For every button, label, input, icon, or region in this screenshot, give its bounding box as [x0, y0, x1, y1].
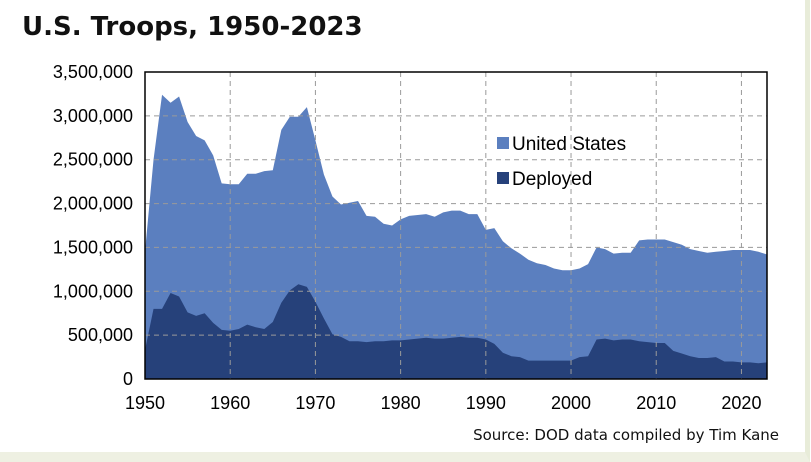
area-deployed	[145, 284, 767, 379]
legend-label-deployed: Deployed	[512, 169, 592, 190]
chart-title: U.S. Troops, 1950-2023	[22, 12, 363, 42]
y-tick-label: 3,000,000	[53, 106, 133, 126]
x-tick-label: 1960	[210, 393, 250, 413]
grid-layer	[145, 72, 767, 379]
legend: United States Deployed	[497, 134, 626, 190]
y-tick-label: 2,000,000	[53, 194, 133, 214]
y-tick-label: 0	[123, 369, 133, 389]
y-tick-label: 2,500,000	[53, 150, 133, 170]
legend-label-united-states: United States	[512, 134, 626, 155]
plot-border	[144, 71, 768, 380]
x-tick-label: 2010	[636, 393, 676, 413]
y-tick-label: 500,000	[68, 325, 133, 345]
x-tick-label: 1990	[466, 393, 506, 413]
x-tick-label: 1970	[295, 393, 335, 413]
y-tick-label: 1,000,000	[53, 281, 133, 301]
y-tick-label: 1,500,000	[53, 237, 133, 257]
legend-swatch-united-states	[497, 137, 509, 149]
area-layer	[145, 94, 767, 379]
source-note: Source: DOD data compiled by Tim Kane	[473, 426, 779, 444]
x-tick-label: 2020	[721, 393, 761, 413]
y-tick-label: 3,500,000	[53, 62, 133, 82]
x-tick-label: 1950	[125, 393, 165, 413]
x-tick-label: 1980	[381, 393, 421, 413]
x-tick-label: 2000	[551, 393, 591, 413]
legend-swatch-deployed	[497, 172, 509, 184]
axis-layer: 0 500,000 1,000,000 1,500,000 2,000,000 2,500…	[53, 62, 762, 413]
